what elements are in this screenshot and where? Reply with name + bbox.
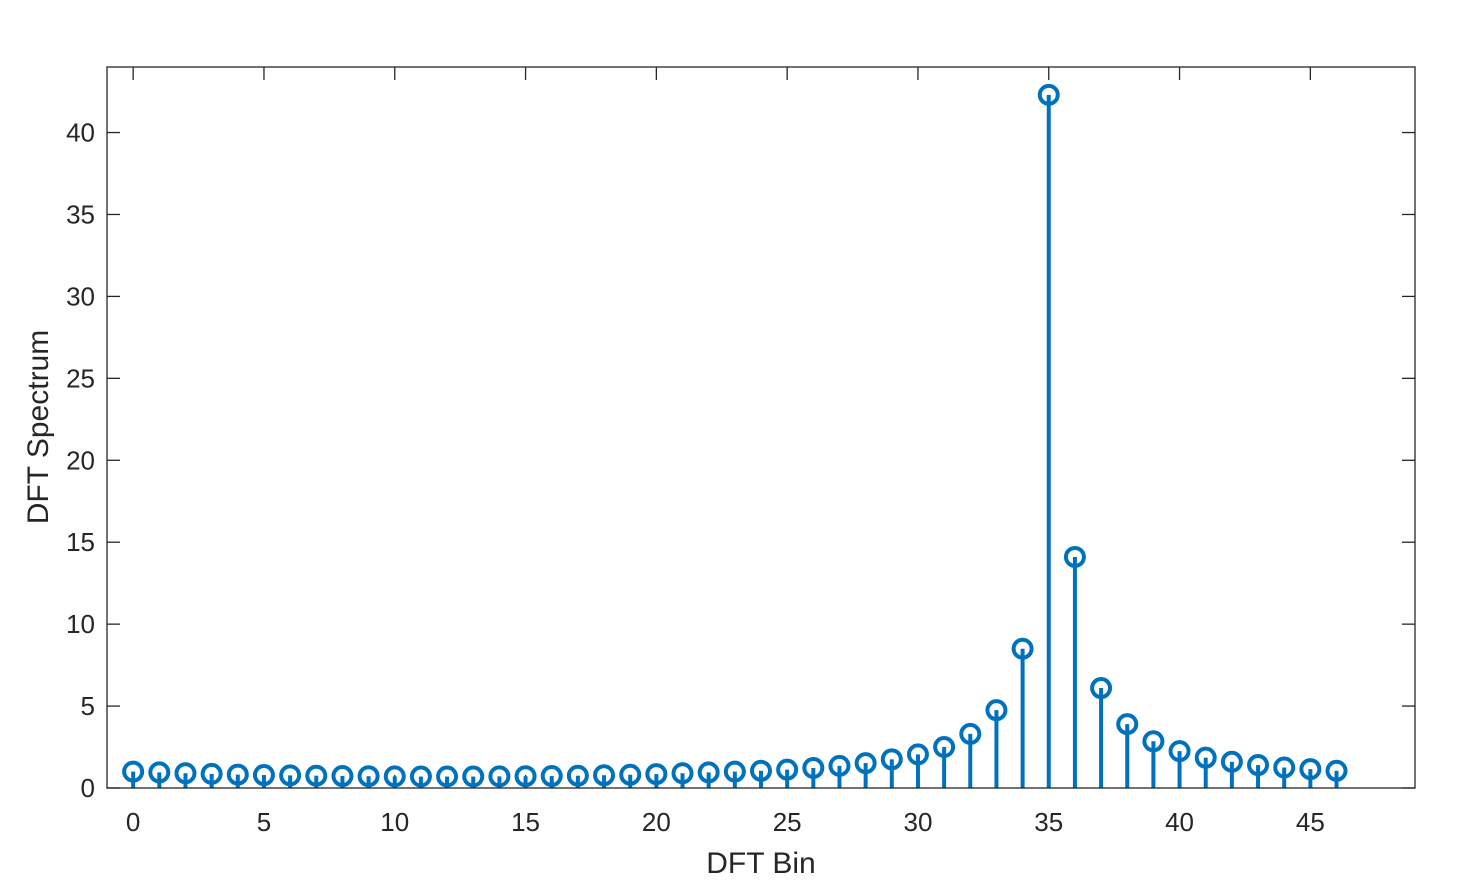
stem-marker [880, 748, 903, 771]
stem-marker [959, 722, 982, 745]
stem-marker [540, 765, 563, 788]
x-tick-label: 30 [903, 807, 932, 837]
stem-marker [1116, 713, 1139, 736]
x-axis-label: DFT Bin [706, 847, 815, 880]
stem-marker [226, 763, 249, 786]
stem-marker [174, 762, 197, 785]
stem-marker [122, 760, 145, 783]
x-tick-label: 20 [642, 807, 671, 837]
stem-marker [279, 764, 302, 787]
x-tick-label: 25 [773, 807, 802, 837]
stem-marker [593, 764, 616, 787]
stem-marker [1325, 759, 1348, 782]
stem-marker [1168, 740, 1191, 763]
stem-marker [697, 761, 720, 784]
x-tick-label: 5 [257, 807, 271, 837]
stem-marker [148, 761, 171, 784]
stem-marker [750, 759, 772, 782]
markers-layer [122, 83, 1348, 788]
y-tick-label: 15 [66, 527, 95, 557]
y-tick-label: 10 [66, 609, 95, 639]
stem-marker [436, 765, 459, 788]
y-tick-label: 40 [66, 118, 95, 148]
stem-marker [331, 765, 354, 788]
stem-marker [1063, 545, 1086, 568]
stem-marker [802, 757, 825, 780]
y-tick-label: 25 [66, 363, 95, 393]
stem-marker [200, 762, 223, 785]
stem-marker [854, 752, 877, 775]
stem-marker [985, 699, 1008, 722]
stem-marker [906, 743, 929, 766]
x-tick-label: 45 [1296, 807, 1325, 837]
y-tick-label: 30 [66, 281, 95, 311]
y-tick-label: 35 [66, 199, 95, 229]
stem-marker [1011, 637, 1034, 660]
stem-marker [383, 765, 406, 788]
axes-box [106, 66, 1416, 789]
stem-marker [252, 764, 275, 787]
y-tick-label: 20 [66, 445, 95, 475]
stem-marker [671, 762, 694, 785]
tick-labels-layer: 0 5 10 15 20 25 30 35 40 45 0 5 10 15 20 25 30 35 40 [66, 118, 1325, 837]
stem-marker [776, 758, 799, 781]
y-tick-label: 0 [81, 773, 95, 803]
stem-marker [1142, 730, 1165, 753]
y-tick-label: 5 [81, 691, 95, 721]
x-tick-label: 40 [1165, 807, 1194, 837]
y-axis-label: DFT Spectrum [22, 330, 55, 525]
stem-marker [514, 765, 537, 788]
stem-marker [1273, 756, 1296, 779]
stem-marker [1299, 758, 1322, 781]
x-tick-label: 15 [511, 807, 540, 837]
stem-marker [462, 765, 485, 788]
stem-marker [566, 764, 589, 787]
stem-marker [409, 765, 432, 788]
stem-marker [723, 760, 746, 783]
stem-marker [488, 765, 511, 788]
stem-marker [619, 763, 642, 786]
stem-marker [933, 736, 956, 759]
stem-marker [1090, 677, 1113, 700]
x-tick-label: 10 [380, 807, 409, 837]
x-tick-label: 0 [126, 807, 140, 837]
stem-marker [828, 754, 851, 777]
stem-marker [1220, 750, 1243, 773]
stem-marker [1194, 746, 1217, 769]
x-tick-label: 35 [1034, 807, 1063, 837]
plot-area-background [107, 67, 1415, 788]
stem-marker [357, 765, 380, 788]
stem-marker [1037, 83, 1060, 106]
stem-marker [305, 764, 328, 787]
stem-marker [1247, 754, 1270, 777]
stem-marker [645, 763, 668, 786]
